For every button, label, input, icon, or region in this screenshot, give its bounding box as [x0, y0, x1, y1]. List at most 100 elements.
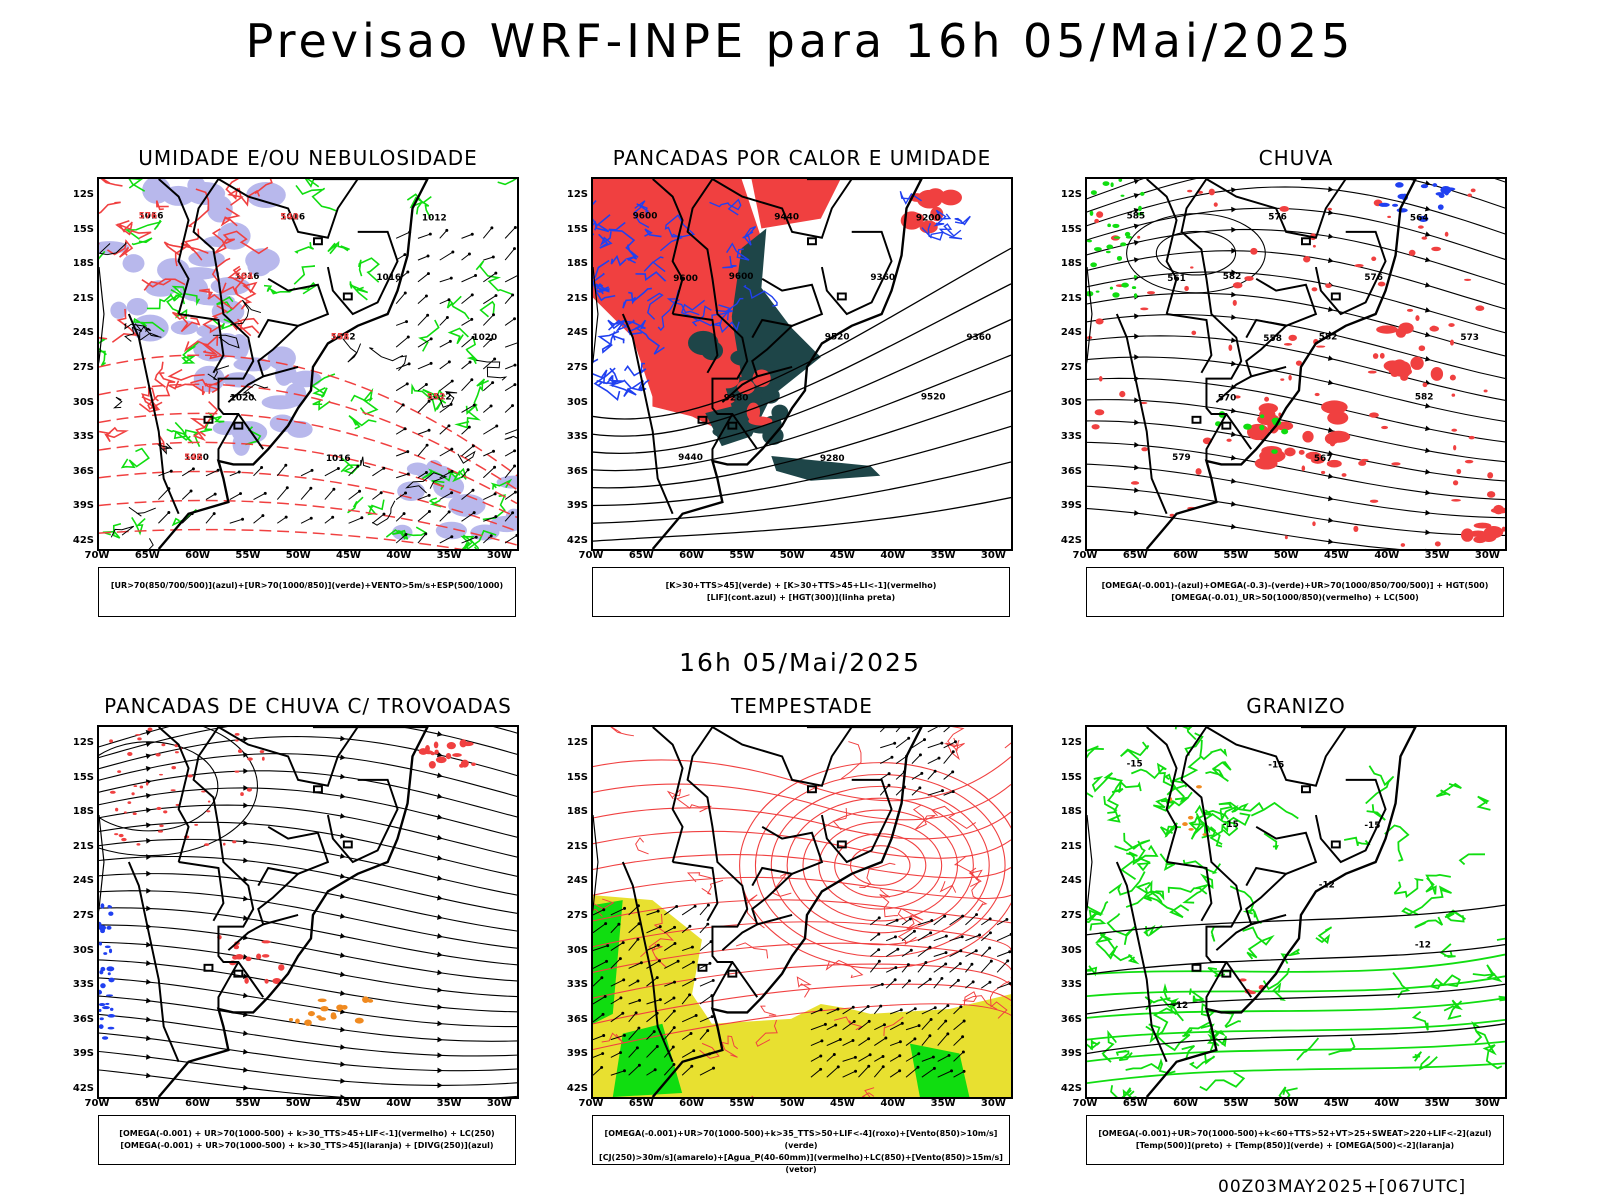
lat-tick-label: 21S: [566, 840, 588, 852]
lon-tick-label: 35W: [436, 550, 462, 561]
weather-map: 1016 1016 1012 1012 1020 1016 1016 1020 1020 1016…: [97, 177, 519, 551]
contour-label: 1020: [472, 333, 497, 343]
lon-tick-label: 70W: [578, 550, 604, 561]
lat-tick-label: 21S: [1060, 292, 1082, 304]
legend-line: [UR>70(850/700/500)](azul)+[UR>70(1000/8…: [110, 581, 504, 590]
contour-label: 9520: [921, 393, 946, 403]
contour-label: 1012: [331, 332, 356, 342]
contour-label: 9600: [633, 212, 658, 222]
lon-tick-label: 60W: [185, 550, 211, 561]
lat-tick-label: 30S: [72, 944, 94, 956]
contour-label: 9600: [729, 272, 754, 282]
lon-tick-label: 40W: [1374, 1098, 1400, 1109]
contour-label: 582: [1415, 393, 1434, 403]
lat-tick-label: 15S: [1060, 771, 1082, 783]
lon-tick-label: 65W: [1122, 1098, 1148, 1109]
lat-tick-label: 21S: [72, 840, 94, 852]
lon-tick-label: 35W: [1424, 550, 1450, 561]
contour-label: 570: [1218, 394, 1237, 404]
lat-tick-label: 27S: [566, 910, 588, 921]
lat-tick-label: 18S: [566, 806, 588, 818]
contour-label: 1016: [235, 272, 260, 282]
contour-label: 9280: [724, 394, 749, 404]
lon-tick-label: 65W: [628, 550, 654, 561]
lat-tick-label: 33S: [566, 431, 588, 443]
contour-label: 558: [1263, 334, 1282, 344]
lon-tick-label: 55W: [235, 1098, 261, 1109]
lat-tick-label: 24S: [72, 875, 94, 887]
legend-line: [OMEGA(-0.001)+UR>70(1000-500)+k<60+TTS>…: [1098, 1129, 1492, 1138]
contour-label: 1016: [280, 213, 305, 223]
panel-title: UMIDADE E/OU NEBULOSIDADE: [138, 146, 478, 170]
lon-tick-label: 45W: [1324, 550, 1349, 561]
lon-tick-label: 50W: [285, 1098, 311, 1109]
lon-tick-label: 50W: [1273, 1098, 1299, 1109]
lon-tick-label: 65W: [1122, 550, 1148, 561]
lat-tick-label: 27S: [566, 362, 588, 373]
lat-tick-label: 33S: [72, 431, 94, 443]
contour-label: 576: [139, 212, 158, 222]
lon-tick-label: 65W: [134, 550, 160, 561]
contour-label: 564: [235, 272, 254, 282]
lon-tick-label: 30W: [980, 1098, 1006, 1109]
panel-title: TEMPESTADE: [731, 694, 873, 718]
lat-tick-label: 30S: [566, 396, 588, 408]
lat-tick-label: 36S: [72, 465, 94, 477]
lon-tick-label: 30W: [1474, 1098, 1500, 1109]
lon-tick-label: 35W: [1424, 1098, 1450, 1109]
lon-tick-label: 35W: [930, 1098, 956, 1109]
contour-label: 552: [427, 393, 446, 403]
lon-tick-label: 65W: [628, 1098, 654, 1109]
weather-map: [97, 725, 519, 1099]
lon-tick-label: 35W: [436, 1098, 462, 1109]
lat-tick-label: 12S: [72, 189, 94, 200]
lon-tick-label: 45W: [830, 550, 855, 561]
lon-tick-label: 60W: [679, 1098, 705, 1109]
contour-label: 9360: [966, 333, 991, 343]
contour-label: 9360: [870, 273, 895, 283]
contour-label: 582: [1223, 272, 1242, 282]
lon-tick-label: 55W: [729, 1098, 755, 1109]
lat-tick-label: 21S: [72, 292, 94, 304]
lat-tick-label: 27S: [1060, 362, 1082, 373]
lat-tick-label: 18S: [1060, 806, 1082, 818]
lon-tick-label: 65W: [134, 1098, 160, 1109]
lon-tick-label: 70W: [1072, 550, 1098, 561]
panel-legend: [OMEGA(-0.001)+UR>70(1000-500)+k<60+TTS>…: [1086, 1115, 1504, 1165]
legend-line: [CJ(250)>30m/s](amarelo)+[Agua_P(40-60mm…: [599, 1153, 1003, 1174]
contour-label: -15: [1268, 761, 1284, 771]
legend-line: [OMEGA(-0.001)-(azul)+OMEGA(-0.3)-(verde…: [1101, 581, 1489, 590]
lon-tick-label: 50W: [779, 1098, 805, 1109]
lon-tick-label: 50W: [1273, 550, 1299, 561]
contour-label: -15: [1223, 820, 1239, 830]
lon-tick-label: 35W: [930, 550, 956, 561]
lat-tick-label: 33S: [1060, 979, 1082, 991]
lat-tick-label: 24S: [566, 327, 588, 339]
lat-tick-label: 18S: [72, 806, 94, 818]
contour-label: 9600: [673, 274, 698, 284]
contour-label: 1012: [422, 214, 447, 224]
lat-tick-label: 24S: [1060, 327, 1082, 339]
lat-tick-label: 36S: [566, 1013, 588, 1025]
lat-tick-label: 39S: [566, 1048, 588, 1060]
lat-tick-label: 18S: [566, 258, 588, 270]
legend-line: [OMEGA(-0.01)_UR>50(1000/850)(vermelho) …: [1171, 593, 1419, 602]
contour-label: 1016: [326, 454, 351, 464]
lat-tick-label: 42S: [1060, 1083, 1082, 1094]
lat-tick-label: 27S: [1060, 910, 1082, 921]
lat-tick-label: 24S: [566, 875, 588, 887]
contour-label: 1016: [376, 273, 401, 283]
panel-title: GRANIZO: [1246, 694, 1346, 718]
lat-tick-label: 21S: [566, 292, 588, 304]
contour-label: 9520: [825, 332, 850, 342]
panel-legend: [OMEGA(-0.001)+UR>70(1000-500)+k>35_TTS>…: [592, 1115, 1010, 1174]
lat-tick-label: 42S: [1060, 535, 1082, 546]
forecast-time-label: 16h 05/Mai/2025: [679, 648, 921, 677]
lat-tick-label: 42S: [72, 1083, 94, 1094]
lat-tick-label: 39S: [1060, 1048, 1082, 1060]
lat-tick-label: 12S: [1060, 189, 1082, 200]
lat-tick-label: 30S: [72, 396, 94, 408]
contour-label: -15: [1364, 821, 1380, 831]
lon-tick-label: 60W: [679, 550, 705, 561]
contour-label: 558: [331, 332, 350, 342]
